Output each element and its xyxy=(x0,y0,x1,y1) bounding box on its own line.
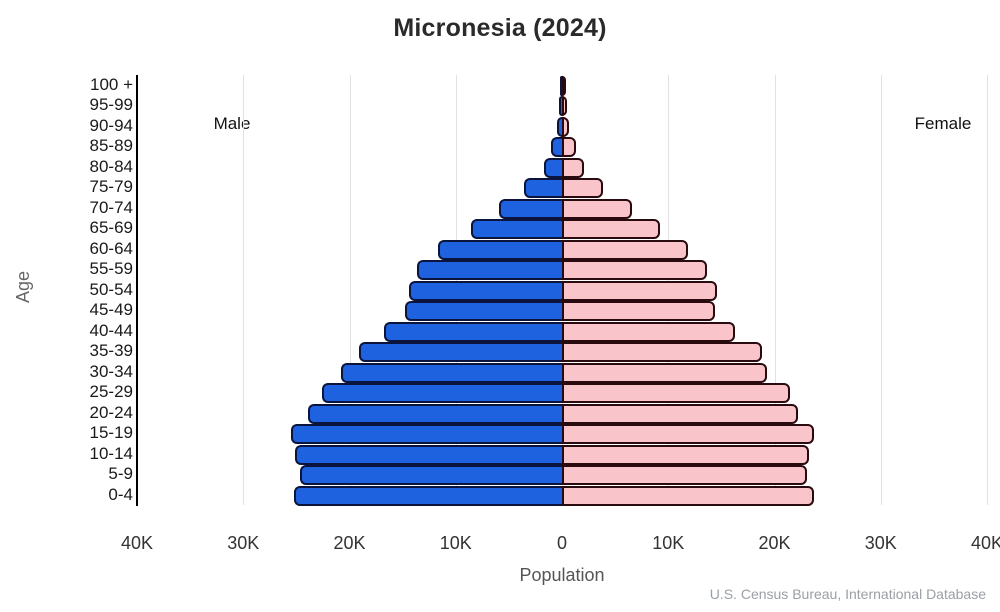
gridline-30K xyxy=(880,75,882,505)
bar-female-30-34 xyxy=(562,362,767,383)
age-label-100+: 100 + xyxy=(89,75,133,94)
gridline-20K xyxy=(349,75,351,505)
male-series-label: Male xyxy=(213,114,251,133)
x-tick-label-2: 20K xyxy=(333,533,366,553)
bar-female-25-29 xyxy=(562,383,791,404)
bar-male-60-64 xyxy=(437,239,562,260)
age-label-95-99: 95-99 xyxy=(89,95,133,115)
x-tick-label-5: 10K xyxy=(652,533,685,553)
bar-female-90-94 xyxy=(562,116,570,137)
bar-female-60-64 xyxy=(562,239,689,260)
bar-female-35-39 xyxy=(562,342,762,363)
y-axis-line xyxy=(136,75,138,506)
bar-female-95-99 xyxy=(562,96,567,117)
bar-male-90-94 xyxy=(557,116,562,137)
bar-male-40-44 xyxy=(383,321,562,342)
age-label-25-29: 25-29 xyxy=(89,382,133,402)
bar-male-95-99 xyxy=(559,96,562,117)
bar-female-50-54 xyxy=(562,280,717,301)
gridline-20K xyxy=(774,75,776,505)
x-tick-label-8: 40K xyxy=(970,533,1000,553)
bar-male-20-24 xyxy=(308,403,562,424)
bar-female-75-79 xyxy=(562,178,604,199)
bar-male-50-54 xyxy=(409,280,562,301)
bar-female-20-24 xyxy=(562,403,798,424)
age-label-40-44: 40-44 xyxy=(89,320,133,340)
bar-male-0-4 xyxy=(294,485,562,506)
bar-male-75-79 xyxy=(523,178,562,199)
age-label-35-39: 35-39 xyxy=(89,341,133,361)
x-tick-label-6: 20K xyxy=(758,533,791,553)
age-label-5-9: 5-9 xyxy=(108,464,133,484)
bar-female-80-84 xyxy=(562,157,585,178)
y-axis-title: Age xyxy=(13,270,33,304)
bar-female-15-19 xyxy=(562,424,814,445)
source-attribution: U.S. Census Bureau, International Databa… xyxy=(709,586,986,602)
age-label-15-19: 15-19 xyxy=(89,423,133,443)
bar-female-55-59 xyxy=(562,260,708,281)
bar-female-65-69 xyxy=(562,219,660,240)
age-label-80-84: 80-84 xyxy=(89,156,133,176)
age-label-60-64: 60-64 xyxy=(89,238,133,258)
x-axis-title: Population xyxy=(519,565,605,585)
x-tick-label-4: 0 xyxy=(556,533,567,553)
x-tick-label-7: 30K xyxy=(864,533,897,553)
age-label-75-79: 75-79 xyxy=(89,177,133,197)
bar-male-45-49 xyxy=(404,301,562,322)
age-label-0-4: 0-4 xyxy=(108,484,133,504)
bar-female-70-74 xyxy=(562,198,632,219)
age-label-90-94: 90-94 xyxy=(89,115,133,135)
bar-female-10-14 xyxy=(562,444,810,465)
bar-male-10-14 xyxy=(295,444,562,465)
bar-male-100+ xyxy=(559,76,562,96)
chart-title: Micronesia (2024) xyxy=(393,14,607,42)
bar-female-85-89 xyxy=(562,137,577,158)
age-label-70-74: 70-74 xyxy=(89,197,133,217)
female-series-label: Female xyxy=(914,114,972,133)
bar-male-65-69 xyxy=(470,219,562,240)
bar-female-40-44 xyxy=(562,321,735,342)
age-label-30-34: 30-34 xyxy=(89,361,133,381)
bar-male-15-19 xyxy=(291,424,562,445)
x-tick-label-3: 10K xyxy=(439,533,472,553)
bar-male-70-74 xyxy=(499,198,562,219)
bar-male-30-34 xyxy=(341,362,562,383)
age-label-20-24: 20-24 xyxy=(89,402,133,422)
bar-male-25-29 xyxy=(322,383,562,404)
age-label-55-59: 55-59 xyxy=(89,259,133,279)
age-label-10-14: 10-14 xyxy=(89,443,133,463)
bar-female-5-9 xyxy=(562,465,808,486)
bar-male-80-84 xyxy=(544,157,562,178)
gridline-30K xyxy=(243,75,245,505)
bar-male-35-39 xyxy=(359,342,562,363)
bar-male-85-89 xyxy=(550,137,562,158)
bar-female-45-49 xyxy=(562,301,715,322)
x-tick-label-0: 40K xyxy=(120,533,154,553)
age-label-85-89: 85-89 xyxy=(89,136,133,156)
bar-male-5-9 xyxy=(299,465,562,486)
x-tick-label-1: 30K xyxy=(227,533,260,553)
age-label-45-49: 45-49 xyxy=(89,300,133,320)
bar-female-100+ xyxy=(562,76,567,96)
gridline-40K xyxy=(987,75,988,505)
bar-male-55-59 xyxy=(416,260,562,281)
age-label-50-54: 50-54 xyxy=(89,279,133,299)
age-label-65-69: 65-69 xyxy=(89,218,133,238)
bar-female-0-4 xyxy=(562,485,814,506)
